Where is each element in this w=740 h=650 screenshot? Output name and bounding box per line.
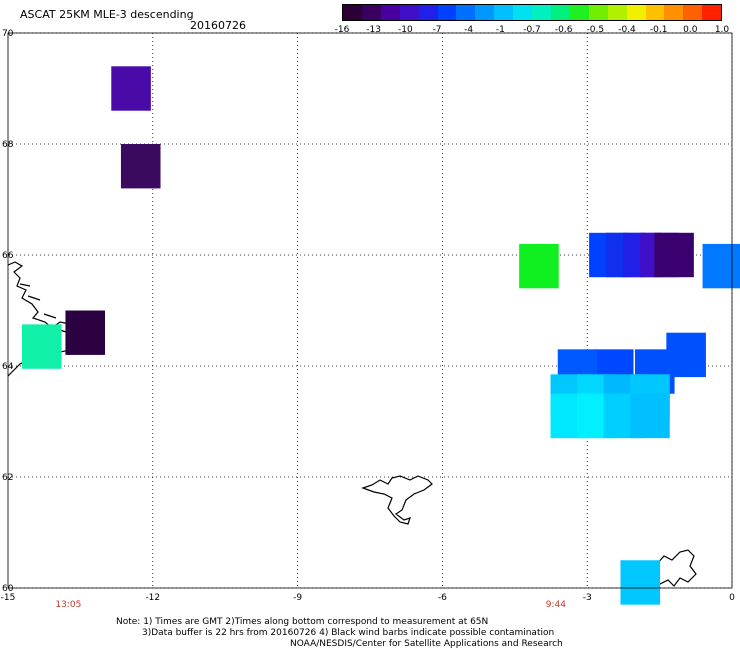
color-scale-label: -0.7 [523, 25, 541, 35]
color-scale-label: -16 [334, 25, 350, 35]
map-frame [7, 32, 733, 589]
color-swatch-15 [626, 5, 646, 20]
color-scale-label: -10 [397, 25, 413, 35]
pass-time-label: 9:44 [545, 600, 566, 610]
longitude-tick-label: 0 [729, 593, 735, 603]
wind-cell [654, 232, 694, 278]
color-swatch-19 [702, 5, 722, 20]
color-scale-label: -13 [366, 25, 382, 35]
color-scale-label: 1.0 [714, 25, 730, 35]
color-swatch-17 [664, 5, 684, 20]
wind-cell [702, 243, 740, 289]
product-title: ASCAT 25KM MLE-3 descending [20, 8, 194, 21]
color-scale-label: -0.5 [586, 25, 605, 35]
color-scale-label: 0.0 [683, 25, 698, 35]
color-swatch-8 [494, 5, 514, 20]
wind-cell [111, 66, 151, 111]
color-scale-label: -4 [464, 25, 474, 35]
wind-cell [519, 243, 559, 289]
latitude-tick-label: 60 [2, 584, 14, 594]
color-swatch-7 [475, 5, 495, 20]
color-swatch-4 [418, 5, 438, 20]
color-scale-label: -7 [432, 25, 442, 35]
color-scale-bar [342, 4, 722, 21]
longitude-tick-label: -3 [583, 593, 592, 603]
color-swatch-18 [683, 5, 703, 20]
color-scale-label: -0.1 [649, 25, 668, 35]
footer-note-line2: 3)Data buffer is 22 hrs from 20160726 4)… [142, 628, 555, 638]
color-scale-label: -1 [495, 25, 505, 35]
greenland-coastline-inlets [19, 283, 73, 359]
color-swatch-11 [550, 5, 570, 20]
shetland-islands-coastline [651, 549, 697, 587]
color-swatch-9 [513, 5, 533, 20]
wind-cell [120, 144, 161, 189]
longitude-tick-label: -9 [293, 593, 302, 603]
wind-cells [21, 66, 740, 605]
color-scale-label: -0.4 [618, 25, 636, 35]
color-swatch-14 [607, 5, 627, 20]
color-swatch-6 [456, 5, 476, 20]
longitude-tick-label: -12 [145, 593, 160, 603]
footer-credit: NOAA/NESDIS/Center for Satellite Applica… [290, 639, 563, 649]
product-date: 20160726 [190, 19, 246, 32]
wind-cell [21, 324, 62, 369]
color-swatch-5 [437, 5, 457, 20]
longitude-tick-label: -15 [1, 593, 16, 603]
color-swatch-1 [361, 5, 381, 20]
footer-note-line1: Note: 1) Times are GMT 2)Times along bot… [116, 617, 489, 627]
color-swatch-13 [588, 5, 608, 20]
longitude-tick-label: -6 [438, 593, 447, 603]
color-swatch-12 [569, 5, 589, 20]
lat-lon-grid [7, 32, 733, 589]
color-swatch-0 [343, 5, 362, 20]
wind-cell [620, 560, 661, 605]
faroe-islands-coastline [361, 475, 433, 525]
color-swatch-2 [380, 5, 400, 20]
color-scale-label: -0.6 [554, 25, 573, 35]
wind-cell [65, 310, 106, 355]
color-swatch-3 [399, 5, 419, 20]
wind-cell [630, 393, 670, 439]
color-swatch-16 [645, 5, 665, 20]
pass-time-label: 13:05 [55, 600, 82, 610]
color-swatch-10 [532, 5, 551, 20]
